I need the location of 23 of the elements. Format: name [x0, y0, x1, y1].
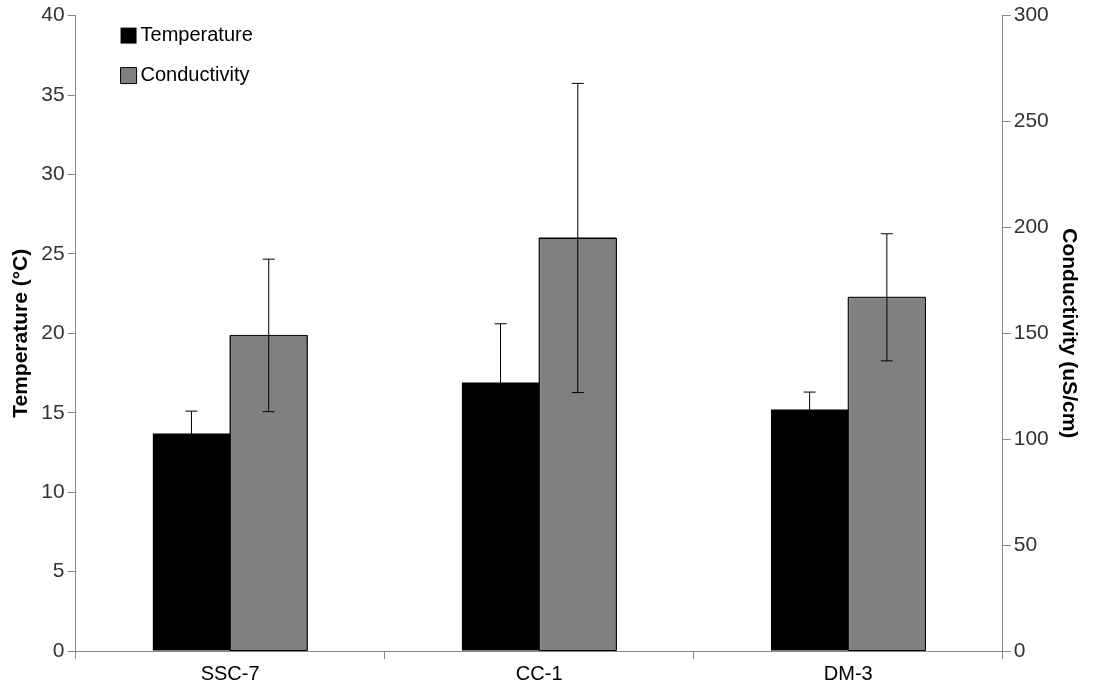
y-tick-label: 40	[41, 2, 65, 26]
y-tick-label: 35	[41, 81, 65, 105]
legend-label: Conductivity	[140, 63, 250, 86]
y-tick-label: 25	[41, 240, 65, 264]
y-tick-label: 0	[52, 637, 65, 661]
x-tick-label: CC-1	[515, 661, 563, 684]
y2-tick-label: 300	[1013, 2, 1049, 26]
y2-tick-label: 250	[1013, 108, 1049, 132]
y-tick-label: 15	[41, 399, 65, 423]
y2-tick-label: 200	[1013, 214, 1049, 238]
legend-label: Temperature	[140, 23, 253, 46]
y-tick-label: 30	[41, 161, 65, 185]
x-tick-label: SSC-7	[200, 661, 260, 684]
y2-tick-label: 150	[1013, 320, 1049, 344]
y-tick-label: 10	[41, 478, 65, 502]
y-axis-title: Temperature (°C)	[8, 248, 32, 418]
x-tick-label: DM-3	[823, 661, 873, 684]
y2-tick-label: 0	[1013, 637, 1026, 661]
y-tick-label: 5	[52, 558, 65, 582]
y-tick-label: 20	[41, 320, 65, 344]
y2-axis-title: Conductivity (uS/cm)	[1058, 228, 1082, 439]
y2-tick-label: 100	[1013, 426, 1049, 449]
y2-tick-label: 50	[1013, 531, 1038, 555]
